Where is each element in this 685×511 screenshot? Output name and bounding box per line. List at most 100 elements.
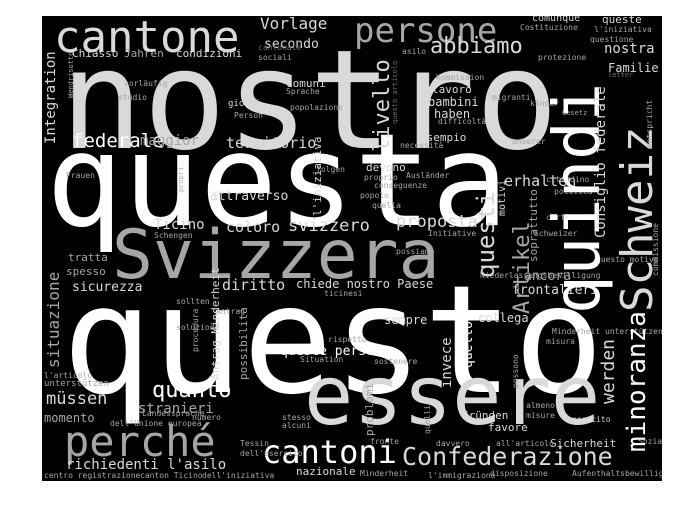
word-disposizione: l'immigrazione bbox=[428, 471, 496, 480]
word-persone: persone bbox=[354, 16, 498, 51]
word-misure: almeno bbox=[526, 401, 555, 410]
word-fronte: dell'esercito bbox=[240, 449, 303, 458]
word-quello: quello bbox=[461, 321, 476, 368]
word-questo-articolo: questo articolo bbox=[391, 60, 399, 124]
word-liniziativa: l'iniziativa bbox=[311, 136, 324, 216]
word-favore: favore bbox=[488, 421, 528, 434]
word-bambini: bambini bbox=[428, 95, 479, 109]
word-questione: l'iniziativa bbox=[594, 25, 652, 34]
word-collega: collega bbox=[478, 311, 529, 325]
word-kinder: Sprache bbox=[286, 87, 320, 96]
word-livello: abbiamo bbox=[430, 34, 523, 59]
word-erhalten: erhalten bbox=[504, 172, 577, 190]
word-devono: devono bbox=[366, 161, 406, 174]
word-giorni: Kommission bbox=[436, 73, 485, 82]
word-situazione: situazione bbox=[44, 271, 63, 368]
word-queste: queste bbox=[602, 16, 642, 26]
word-sprache: studio bbox=[118, 93, 147, 102]
word-sozialhilfe: esercito bbox=[572, 415, 611, 424]
word-federale: federale bbox=[72, 130, 164, 152]
word-condizioni: condizioni bbox=[176, 47, 243, 60]
word-motivi: motivi bbox=[497, 179, 508, 216]
word-problemi: problemi bbox=[363, 383, 376, 436]
word-limmigrazione: Minderheit bbox=[360, 469, 409, 478]
word-canton-ticino: centro registrazione bbox=[44, 471, 141, 480]
word-antrag: Antrag bbox=[216, 307, 245, 316]
word-mussen: müssen bbox=[46, 389, 108, 409]
word-certamente: politica bbox=[554, 187, 593, 196]
word-sempre: sempre bbox=[384, 313, 428, 327]
word-politica: cittadino bbox=[546, 175, 590, 184]
word-ancora: ancora bbox=[524, 269, 571, 284]
word-lavoro: lavoro bbox=[432, 83, 472, 96]
word-chiede-nostro-paese: chiede nostro Paese bbox=[296, 277, 434, 291]
word-integration: Integration bbox=[43, 51, 59, 144]
word-minoranza: minoranza bbox=[622, 311, 652, 452]
word-questo: questo bbox=[62, 254, 604, 428]
word-delliniziativa: canton Ticino bbox=[140, 471, 203, 480]
word-situation: rispetto bbox=[328, 335, 367, 344]
word-soluzione: sollten bbox=[176, 297, 210, 306]
word-costituzione: questione bbox=[590, 35, 634, 44]
word-unterstutzen: unterstützen bbox=[44, 379, 110, 389]
word-auslander: proprio bbox=[364, 173, 398, 182]
word-minderheit: fronte bbox=[370, 437, 399, 446]
word-cittadino: unserer bbox=[512, 137, 546, 146]
word-svizzero: svizzero bbox=[288, 216, 370, 236]
word-cloud: nostro questa questo Svizzera essere can… bbox=[42, 16, 662, 481]
word-proposta: proposta bbox=[396, 212, 478, 232]
word-stesso: numero bbox=[192, 413, 221, 422]
word-allarticolo: davvero bbox=[436, 439, 470, 448]
word-unserer: quella bbox=[372, 201, 401, 210]
word-sollten: ticinesi bbox=[324, 289, 363, 298]
word-familie: Familie bbox=[608, 61, 659, 75]
word-centro-registrazione: Aufenthaltsbewilligung bbox=[572, 469, 662, 478]
word-letter: letter bbox=[608, 71, 634, 79]
word-popolazione: Person bbox=[234, 111, 263, 120]
word-initiative: Schengen bbox=[154, 231, 193, 240]
word-possibilita: possibilità bbox=[237, 307, 250, 380]
word-esempio: esempio bbox=[420, 131, 467, 144]
word-quelli: sostenere bbox=[374, 357, 418, 366]
word-wendrisotto: cantonale bbox=[258, 43, 302, 52]
word-person: giorni bbox=[228, 99, 261, 109]
word-questo-motivo: Schweizer bbox=[534, 229, 578, 238]
word-ticino: Ticino bbox=[154, 217, 205, 233]
word-asilo: asilo bbox=[402, 47, 427, 56]
word-dellunione-europea: dell'iniziativa bbox=[202, 471, 275, 480]
word-settimane: Wendrisotto bbox=[67, 51, 75, 98]
word-aufenthaltsbewilligung: disposizione bbox=[490, 469, 548, 478]
word-procedura: soluzione bbox=[176, 323, 220, 332]
word-grunden: Gründen bbox=[462, 409, 509, 422]
word-sostenere: Situation bbox=[300, 355, 344, 364]
word-momento: momento bbox=[44, 411, 95, 425]
word-queste-persone: queste persone bbox=[280, 344, 390, 359]
word-consiglio-federale: Consiglio federale bbox=[593, 86, 609, 238]
word-alcuni: stesso bbox=[282, 413, 311, 422]
word-frauen: Frauen bbox=[66, 171, 95, 180]
word-vorlaufig: popolazione bbox=[290, 103, 343, 112]
word-almeno: possono bbox=[511, 354, 520, 388]
word-attraverso: attraverso bbox=[210, 189, 289, 204]
word-ticinesi: Initiative bbox=[428, 229, 477, 238]
word-necessita: entspricht bbox=[645, 99, 654, 148]
word-popolo: Ausländer bbox=[406, 171, 450, 180]
word-coloro: coloro bbox=[226, 218, 281, 236]
word-comuni: comuni bbox=[286, 77, 326, 90]
word-folgen: migranti bbox=[492, 93, 531, 102]
word-propri: propri bbox=[177, 166, 185, 192]
word-nazionale: nazionale bbox=[296, 465, 356, 478]
word-cantone: cantone bbox=[54, 16, 240, 63]
word-questi: questi bbox=[472, 191, 500, 278]
word-larticolo: alcuni bbox=[282, 421, 311, 430]
word-kommission: protezione bbox=[538, 53, 587, 62]
word-misura: Minderheit unterstützen bbox=[552, 327, 662, 336]
word-landessprache: dell'Unione europea bbox=[110, 419, 202, 428]
word-commissione: questo motivo bbox=[596, 255, 659, 264]
word-sociali: l'articolo bbox=[44, 371, 93, 380]
word-richiedenti-lasilo: richiedenti l'asilo bbox=[66, 457, 227, 473]
word-quanto: quanto bbox=[152, 378, 232, 403]
word-maggior: maggior bbox=[140, 133, 200, 149]
word-tratta: tratta bbox=[68, 251, 108, 264]
word-proprio: folgen bbox=[316, 165, 345, 174]
